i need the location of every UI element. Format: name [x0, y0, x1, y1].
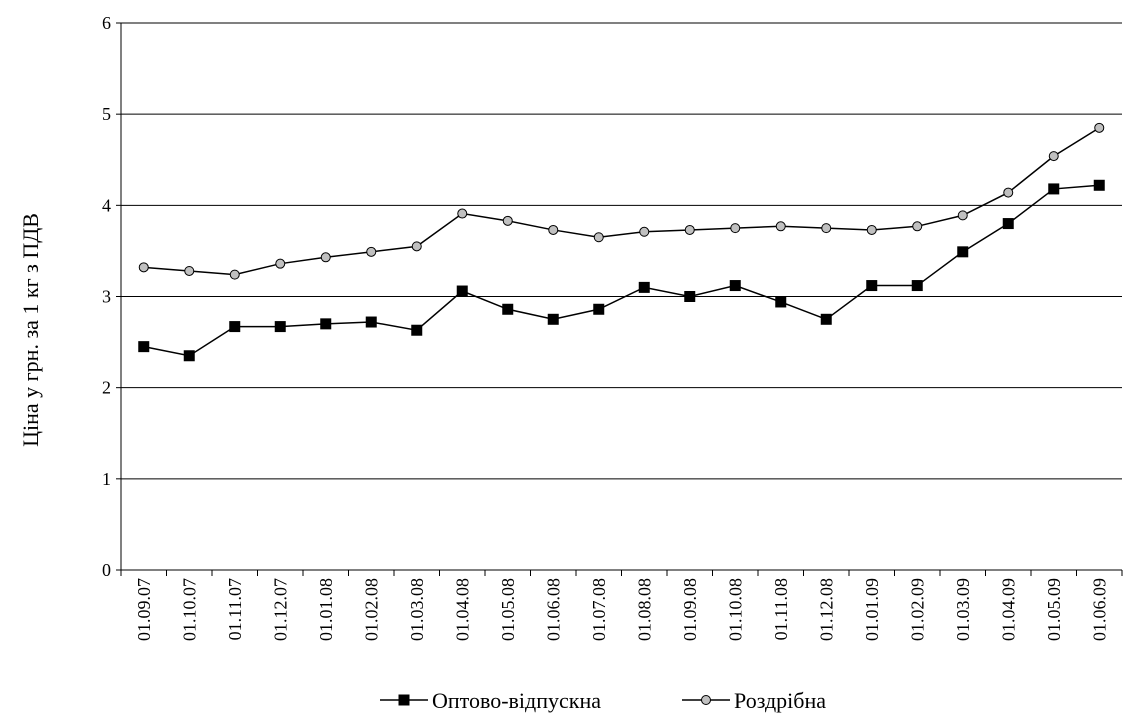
x-tick-label: 01.09.07	[134, 578, 154, 641]
y-tick-label: 2	[102, 378, 111, 398]
data-point	[957, 210, 968, 221]
grid-lines	[121, 22, 1122, 480]
legend-marker	[398, 694, 410, 706]
data-point	[957, 246, 969, 258]
data-point	[274, 321, 286, 333]
data-point	[1003, 187, 1014, 198]
legend-label: Оптово-відпускна	[432, 688, 601, 713]
y-tick-labels: 0 1 2 3 4 5 6	[102, 13, 111, 580]
series-line	[143, 184, 1100, 357]
series-line	[143, 127, 1100, 276]
data-point	[411, 241, 422, 252]
x-tick-label: 01.12.07	[270, 578, 290, 641]
data-point	[729, 280, 741, 292]
y-tick-label: 0	[102, 560, 111, 580]
x-tick-label: 01.06.08	[543, 578, 563, 641]
data-point	[775, 296, 787, 308]
x-tick-label: 01.11.07	[225, 578, 245, 640]
legend-label: Роздрібна	[734, 688, 826, 713]
data-point	[502, 215, 513, 226]
data-point	[1048, 151, 1059, 162]
data-point	[548, 224, 559, 235]
data-point	[638, 281, 650, 293]
legend-marker	[701, 695, 711, 705]
data-point	[138, 262, 149, 273]
legend: Оптово-відпускна Роздрібна	[380, 688, 826, 713]
data-point	[775, 221, 786, 232]
x-tick-label: 01.12.08	[816, 578, 836, 641]
x-tick-label: 01.10.07	[179, 578, 199, 641]
data-point	[684, 291, 696, 302]
data-point	[1002, 218, 1014, 230]
y-axis-label: Ціна у грн. за 1 кг з ПДВ	[18, 213, 43, 447]
data-point	[866, 224, 877, 235]
x-tick-label: 01.04.08	[452, 578, 472, 641]
data-point	[912, 221, 923, 232]
data-point	[457, 208, 468, 219]
data-point	[320, 318, 332, 330]
data-point	[138, 341, 150, 353]
x-tick-label: 01.05.08	[498, 578, 518, 641]
y-tick-label: 3	[102, 287, 111, 307]
data-point	[639, 226, 650, 237]
data-point	[184, 265, 195, 276]
x-tick-label: 01.11.08	[771, 578, 791, 640]
data-point	[730, 223, 741, 234]
data-point	[820, 313, 832, 325]
data-point	[411, 324, 423, 336]
data-point	[547, 313, 559, 325]
data-point	[593, 303, 605, 315]
axes	[116, 22, 1123, 576]
data-point	[1093, 179, 1105, 191]
x-tick-label: 01.10.08	[725, 578, 745, 641]
data-point	[229, 269, 240, 280]
series-group	[138, 122, 1105, 362]
y-tick-label: 5	[102, 104, 111, 124]
x-tick-labels: 01.09.07 01.10.07 01.11.07 01.12.07 01.01.08…	[134, 578, 1110, 641]
data-point	[365, 316, 377, 328]
data-point	[229, 321, 241, 333]
x-tick-label: 01.03.08	[407, 578, 427, 641]
x-tick-label: 01.03.09	[953, 578, 973, 641]
data-point	[502, 303, 514, 315]
data-point	[320, 252, 331, 263]
x-tick-label: 01.04.09	[998, 578, 1018, 641]
x-tick-label: 01.01.08	[316, 578, 336, 641]
data-point	[1094, 122, 1105, 133]
data-point	[593, 232, 604, 243]
y-tick-label: 4	[102, 195, 111, 215]
x-tick-label: 01.07.08	[589, 578, 609, 641]
data-point	[684, 224, 695, 235]
x-tick-label: 01.02.08	[361, 578, 381, 641]
data-point	[456, 285, 468, 297]
data-point	[911, 280, 923, 292]
data-point	[275, 258, 286, 269]
x-tick-label: 01.05.09	[1044, 578, 1064, 641]
data-point	[821, 223, 832, 234]
data-point	[366, 246, 377, 257]
data-point	[866, 280, 878, 292]
x-tick-label: 01.06.09	[1089, 578, 1109, 641]
data-point	[1048, 183, 1060, 195]
y-tick-label: 6	[102, 13, 111, 33]
data-point	[183, 350, 195, 362]
x-tick-label: 01.02.09	[907, 578, 927, 641]
x-tick-label: 01.08.08	[634, 578, 654, 641]
x-tick-label: 01.01.09	[862, 578, 882, 641]
y-tick-label: 1	[102, 469, 111, 489]
x-tick-label: 01.09.08	[680, 578, 700, 641]
